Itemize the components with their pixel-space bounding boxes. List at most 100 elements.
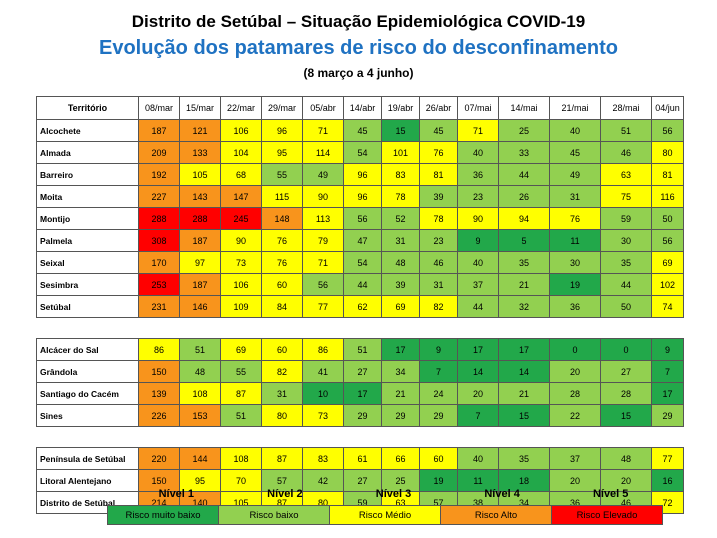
risk-cell: 20 [549, 469, 601, 492]
risk-cell: 40 [549, 119, 601, 142]
risk-cell: 7 [419, 360, 458, 383]
risk-cell: 227 [138, 185, 180, 208]
risk-cell: 15 [498, 404, 550, 427]
risk-cell: 76 [261, 251, 303, 274]
risk-cell: 288 [179, 207, 221, 230]
risk-cell: 209 [138, 141, 180, 164]
date-header: 19/abr [381, 96, 420, 120]
risk-cell: 106 [220, 273, 262, 296]
risk-cell: 101 [381, 141, 420, 164]
risk-cell: 55 [220, 360, 262, 383]
table-row: Alcochete 187 121 106 96 71 45 15 45 71 25 40 51 56 [36, 119, 684, 142]
risk-cell: 25 [381, 469, 420, 492]
risk-cell: 17 [651, 382, 684, 405]
risk-cell: 170 [138, 251, 180, 274]
risk-cell: 14 [498, 360, 550, 383]
table-row: Montijo 288 288 245 148 113 56 52 78 90 94 76 59 50 [36, 207, 684, 230]
table-row: Palmela 308 187 90 76 79 47 31 23 9 5 11 30 56 [36, 229, 684, 252]
risk-cell: 63 [600, 163, 652, 186]
risk-cell: 68 [220, 163, 262, 186]
risk-cell: 76 [549, 207, 601, 230]
risk-cell: 59 [600, 207, 652, 230]
territory-name: Península de Setúbal [36, 447, 139, 470]
risk-cell: 81 [651, 163, 684, 186]
risk-cell: 288 [138, 207, 180, 230]
risk-cell: 87 [261, 447, 303, 470]
risk-cell: 56 [343, 207, 382, 230]
risk-cell: 25 [498, 119, 550, 142]
legend-risk-5: Risco Elevado [552, 506, 662, 524]
risk-cell: 187 [138, 119, 180, 142]
risk-cell: 31 [261, 382, 303, 405]
table-row: Sines 226 153 51 80 73 29 29 29 7 15 22 15 29 [36, 404, 684, 427]
risk-cell: 39 [419, 185, 458, 208]
risk-cell: 35 [498, 447, 550, 470]
risk-cell: 22 [549, 404, 601, 427]
risk-cell: 60 [261, 338, 303, 361]
risk-cell: 308 [138, 229, 180, 252]
risk-cell: 54 [343, 251, 382, 274]
risk-cell: 94 [498, 207, 550, 230]
risk-cell: 30 [549, 251, 601, 274]
risk-cell: 87 [220, 382, 262, 405]
risk-cell: 7 [651, 360, 684, 383]
risk-cell: 51 [179, 338, 221, 361]
group-separator [36, 317, 684, 339]
risk-cell: 83 [381, 163, 420, 186]
risk-cell: 15 [600, 404, 652, 427]
risk-cell: 31 [381, 229, 420, 252]
date-header: 21/mai [549, 96, 601, 120]
risk-cell: 69 [220, 338, 262, 361]
risk-cell: 31 [549, 185, 601, 208]
risk-cell: 49 [302, 163, 344, 186]
risk-cell: 20 [549, 360, 601, 383]
territory-header: Território [36, 96, 139, 120]
risk-cell: 9 [651, 338, 684, 361]
risk-cell: 29 [381, 404, 420, 427]
risk-cell: 29 [651, 404, 684, 427]
territory-name: Alcochete [36, 119, 139, 142]
date-header: 22/mar [220, 96, 262, 120]
risk-cell: 253 [138, 273, 180, 296]
risk-cell: 40 [457, 447, 499, 470]
risk-cell: 77 [302, 295, 344, 318]
risk-cell: 56 [651, 229, 684, 252]
risk-cell: 5 [498, 229, 550, 252]
risk-cell: 42 [302, 469, 344, 492]
risk-cell: 20 [457, 382, 499, 405]
date-header: 15/mar [179, 96, 221, 120]
risk-cell: 50 [600, 295, 652, 318]
risk-cell: 47 [343, 229, 382, 252]
risk-cell: 71 [302, 119, 344, 142]
risk-cell: 44 [457, 295, 499, 318]
risk-cell: 35 [600, 251, 652, 274]
legend-level-3: Nível 3 [375, 488, 412, 500]
risk-cell: 144 [179, 447, 221, 470]
risk-cell: 32 [498, 295, 550, 318]
risk-cell: 56 [651, 119, 684, 142]
risk-cell: 69 [651, 251, 684, 274]
territory-name: Seixal [36, 251, 139, 274]
risk-cell: 226 [138, 404, 180, 427]
risk-cell: 245 [220, 207, 262, 230]
risk-cell: 15 [381, 119, 420, 142]
risk-cell: 45 [549, 141, 601, 164]
risk-cell: 52 [381, 207, 420, 230]
risk-cell: 86 [138, 338, 180, 361]
risk-cell: 20 [600, 469, 652, 492]
risk-cell: 73 [220, 251, 262, 274]
risk-cell: 46 [600, 141, 652, 164]
risk-cell: 51 [220, 404, 262, 427]
risk-cell: 82 [261, 360, 303, 383]
risk-cell: 78 [381, 185, 420, 208]
risk-cell: 109 [220, 295, 262, 318]
risk-cell: 48 [381, 251, 420, 274]
date-header: 26/abr [419, 96, 458, 120]
risk-cell: 82 [419, 295, 458, 318]
date-header: 28/mai [600, 96, 652, 120]
territory-name: Setúbal [36, 295, 139, 318]
territory-name: Montijo [36, 207, 139, 230]
risk-cell: 86 [302, 338, 344, 361]
legend-levels: Nível 1 Nível 2 Nível 3 Nível 4 Nível 5 [122, 488, 665, 500]
risk-cell: 16 [651, 469, 684, 492]
